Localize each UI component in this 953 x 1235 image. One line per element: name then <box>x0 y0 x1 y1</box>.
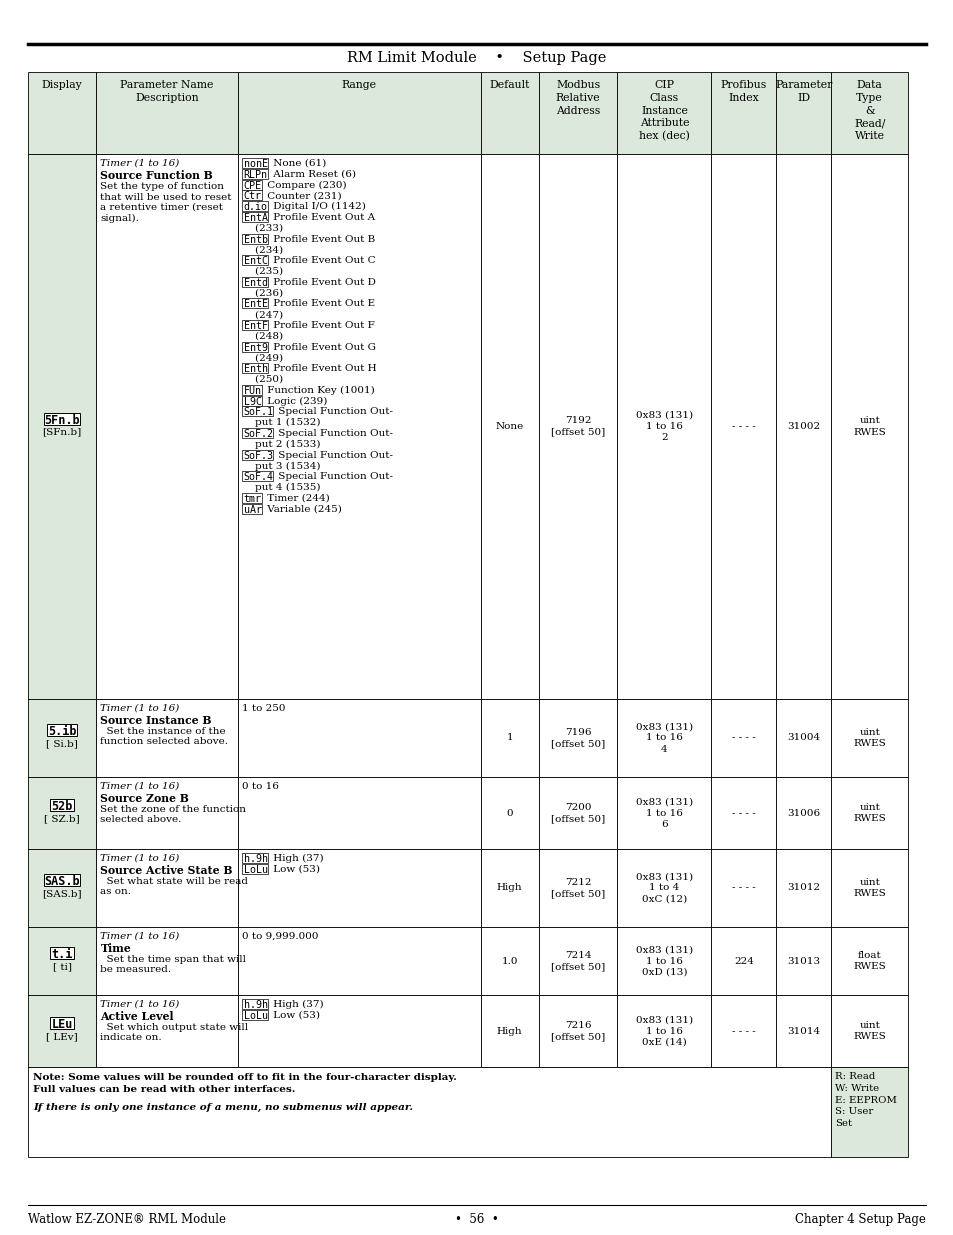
Text: (249): (249) <box>241 353 282 362</box>
Text: Compare (230): Compare (230) <box>264 180 346 190</box>
Text: Display: Display <box>42 80 83 90</box>
Text: Range: Range <box>341 80 376 90</box>
Text: as on.: as on. <box>100 888 132 897</box>
Bar <box>711 995 776 1067</box>
Text: [ SZ.b]: [ SZ.b] <box>44 814 80 823</box>
Bar <box>480 154 538 699</box>
Bar <box>241 201 267 211</box>
Text: (236): (236) <box>241 289 282 298</box>
Text: Active Level: Active Level <box>100 1011 173 1023</box>
Bar <box>241 190 262 200</box>
Text: High (37): High (37) <box>270 853 323 863</box>
Bar <box>776 995 830 1067</box>
Text: Timer (1 to 16): Timer (1 to 16) <box>100 932 179 941</box>
Bar <box>96 154 237 699</box>
Text: EntF: EntF <box>243 321 267 331</box>
Bar <box>480 848 538 927</box>
Text: 0x83 (131)
1 to 16
6: 0x83 (131) 1 to 16 6 <box>636 797 692 829</box>
Bar <box>480 927 538 995</box>
Text: 5Fn.b: 5Fn.b <box>45 414 80 426</box>
Text: 0x83 (131)
1 to 16
2: 0x83 (131) 1 to 16 2 <box>636 410 692 442</box>
Text: t.i: t.i <box>51 948 72 961</box>
Text: Parameter
ID: Parameter ID <box>775 80 832 103</box>
Text: 7214
[offset 50]: 7214 [offset 50] <box>550 951 604 971</box>
Bar <box>44 412 80 425</box>
Text: Low (53): Low (53) <box>270 1010 319 1020</box>
Text: selected above.: selected above. <box>100 815 182 825</box>
Text: 0 to 16: 0 to 16 <box>241 782 278 790</box>
Text: Special Function Out-: Special Function Out- <box>274 408 393 416</box>
Bar <box>241 450 273 459</box>
Text: Profile Event Out H: Profile Event Out H <box>270 364 375 373</box>
Bar <box>776 72 830 154</box>
Text: 31004: 31004 <box>786 734 820 742</box>
Text: 7212
[offset 50]: 7212 [offset 50] <box>550 878 604 898</box>
Bar <box>241 320 267 330</box>
Bar <box>96 777 237 848</box>
Text: EntE: EntE <box>243 299 267 310</box>
Text: SAS.b: SAS.b <box>45 876 80 888</box>
Text: Timer (1 to 16): Timer (1 to 16) <box>100 853 179 863</box>
Bar <box>241 1010 267 1020</box>
Text: 7192
[offset 50]: 7192 [offset 50] <box>550 416 604 437</box>
Bar <box>776 848 830 927</box>
Bar <box>47 724 77 736</box>
Text: uint
RWES: uint RWES <box>853 878 885 898</box>
Text: SoF.4: SoF.4 <box>243 472 274 482</box>
Bar <box>830 72 907 154</box>
Text: [SAS.b]: [SAS.b] <box>42 889 82 898</box>
Text: Low (53): Low (53) <box>270 864 319 874</box>
Text: Source Function B: Source Function B <box>100 170 213 182</box>
Text: Full values can be read with other interfaces.: Full values can be read with other inter… <box>33 1086 295 1094</box>
Text: 0x83 (131)
1 to 4
0xC (12): 0x83 (131) 1 to 4 0xC (12) <box>636 872 692 904</box>
Bar <box>241 169 267 179</box>
Text: Entd: Entd <box>243 278 267 288</box>
Text: Timer (244): Timer (244) <box>264 494 330 503</box>
Text: 7196
[offset 50]: 7196 [offset 50] <box>550 727 604 748</box>
Bar <box>480 777 538 848</box>
Text: 1 to 250: 1 to 250 <box>241 704 285 713</box>
Text: 31012: 31012 <box>786 883 820 893</box>
Bar <box>538 777 617 848</box>
Text: Set the instance of the: Set the instance of the <box>100 727 226 736</box>
Text: Profibus
Index: Profibus Index <box>720 80 766 103</box>
Text: Default: Default <box>489 80 529 90</box>
Text: indicate on.: indicate on. <box>100 1034 162 1042</box>
Bar <box>237 995 480 1067</box>
Text: 31002: 31002 <box>786 422 820 431</box>
Text: LoLu: LoLu <box>243 1010 267 1021</box>
Bar <box>617 777 711 848</box>
Text: function selected above.: function selected above. <box>100 737 228 746</box>
Text: put 4 (1535): put 4 (1535) <box>241 483 320 492</box>
Bar <box>96 848 237 927</box>
Text: tmr: tmr <box>243 494 261 504</box>
Text: uint
RWES: uint RWES <box>853 1021 885 1041</box>
Text: 7216
[offset 50]: 7216 [offset 50] <box>550 1021 604 1041</box>
Text: signal).: signal). <box>100 214 139 222</box>
Text: Logic (239): Logic (239) <box>264 396 327 406</box>
Text: Special Function Out-: Special Function Out- <box>274 429 393 438</box>
Text: 0x83 (131)
1 to 16
4: 0x83 (131) 1 to 16 4 <box>636 722 692 753</box>
Text: uint
RWES: uint RWES <box>853 416 885 437</box>
Text: (234): (234) <box>241 246 282 254</box>
Text: a retentive timer (reset: a retentive timer (reset <box>100 203 223 212</box>
Text: If there is only one instance of a menu, no submenus will appear.: If there is only one instance of a menu,… <box>33 1103 413 1112</box>
Text: Special Function Out-: Special Function Out- <box>274 451 393 459</box>
Bar <box>96 995 237 1067</box>
Text: Set which output state will: Set which output state will <box>100 1023 249 1032</box>
Text: be measured.: be measured. <box>100 966 172 974</box>
Text: put 3 (1534): put 3 (1534) <box>241 462 320 471</box>
Bar <box>711 848 776 927</box>
Bar <box>241 472 273 482</box>
Text: 31006: 31006 <box>786 809 820 818</box>
Text: Profile Event Out E: Profile Event Out E <box>270 299 375 309</box>
Bar <box>237 927 480 995</box>
Bar <box>51 1016 74 1029</box>
Text: [ LEv]: [ LEv] <box>47 1032 78 1041</box>
Text: Digital I/O (1142): Digital I/O (1142) <box>270 203 365 211</box>
Text: High: High <box>497 1026 522 1035</box>
Bar <box>830 927 907 995</box>
Bar <box>241 212 267 222</box>
Text: EntC: EntC <box>243 256 267 267</box>
Text: that will be used to reset: that will be used to reset <box>100 193 232 201</box>
